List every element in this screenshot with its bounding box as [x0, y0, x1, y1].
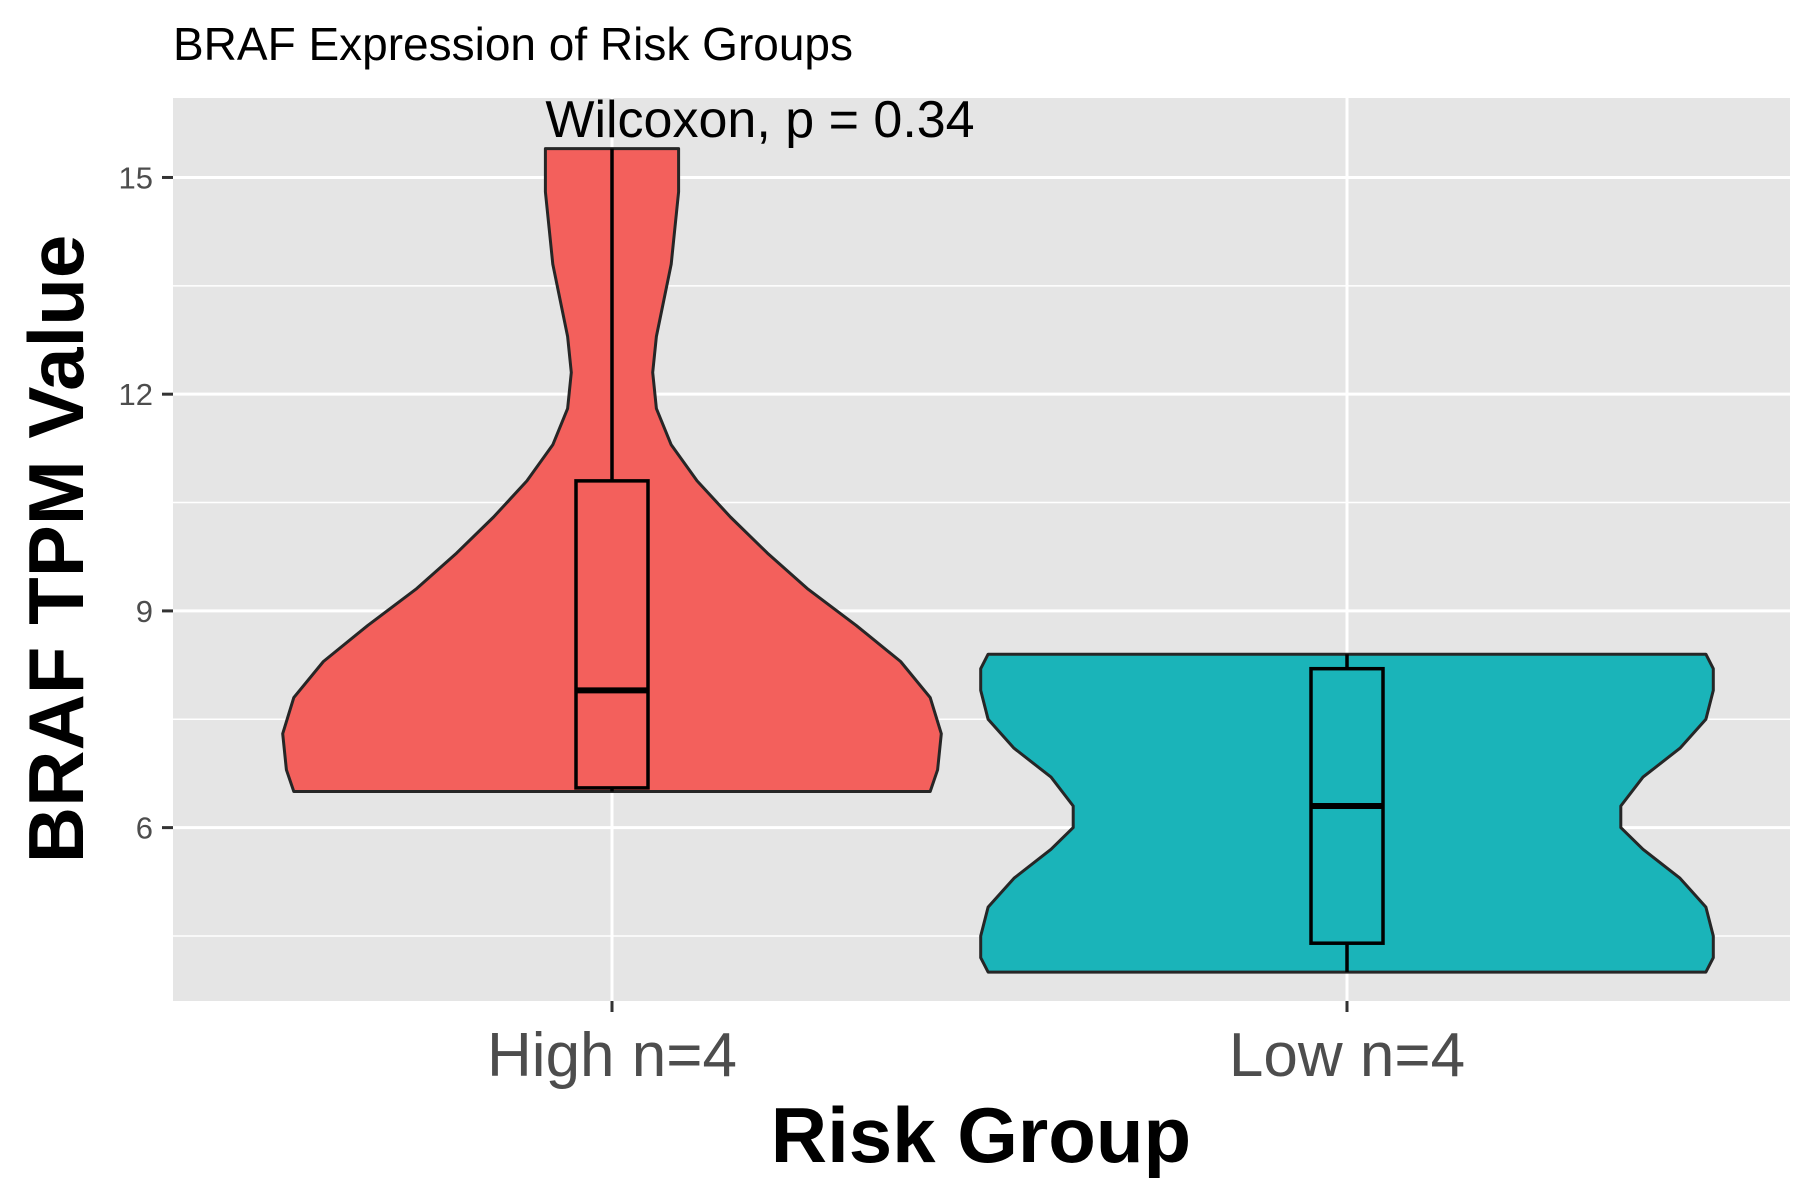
y-axis-title: BRAF TPM Value	[12, 235, 100, 863]
chart-title: BRAF Expression of Risk Groups	[173, 18, 853, 70]
y-tick-label: 6	[136, 811, 153, 846]
y-tick-label: 15	[119, 160, 153, 195]
boxplot-box	[574, 479, 650, 790]
y-axis: 6 9 12 15	[119, 160, 173, 846]
test-annotation: Wilcoxon, p = 0.34	[545, 91, 974, 149]
y-tick-label: 9	[136, 594, 153, 629]
y-tick-label: 12	[119, 377, 153, 412]
x-tick-label: High n=4	[487, 1021, 737, 1090]
x-tick-label: Low n=4	[1229, 1021, 1465, 1090]
boxplot-layer	[574, 148, 1385, 973]
x-axis: High n=4 Low n=4	[487, 1001, 1465, 1090]
x-axis-title: Risk Group	[771, 1091, 1191, 1179]
